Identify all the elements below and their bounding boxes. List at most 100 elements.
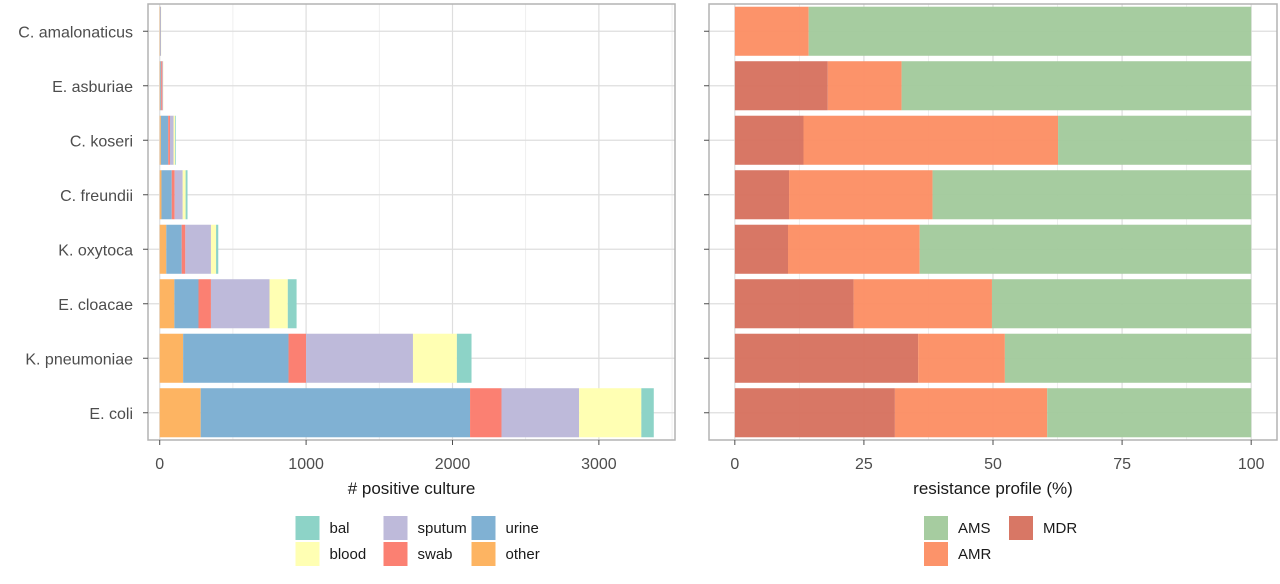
bar-sputum-e-coli [502,388,580,437]
bar-other-k-oxytoca [160,225,167,274]
x-tick-label: 2000 [435,456,471,473]
category-label-e-asburiae: E. asburiae [52,79,133,96]
x-tick-label: 1000 [288,456,324,473]
category-label-k-pneumoniae: K. pneumoniae [25,351,133,368]
bar-sputum-e-cloacae [211,279,270,328]
legend-swatch-urine [472,516,496,540]
bar-blood-e-coli [579,388,641,437]
category-label-c-freundii: C. freundii [60,188,133,205]
bar-blood-k-oxytoca [211,225,216,274]
bar-blood-c-freundii [183,170,186,219]
bar-urine-e-coli [201,388,470,437]
x-tick-label: 100 [1238,456,1265,473]
legend-swatch-swab [384,542,408,566]
bar-bal-e-coli [641,388,653,437]
bar-other-c-freundii [160,170,162,219]
chart-panel-1: C. amalonaticus E. asburiae C. koseri C. fr… [18,4,675,566]
x-tick-label: 0 [155,456,164,473]
x-tick-label: 50 [984,456,1002,473]
bar-blood-c-koseri [174,116,175,165]
bar-bal-k-oxytoca [216,225,218,274]
chart-panel-2: 0 25 50 75 100 resistance profile (%) AMS AMR MD… [704,4,1277,566]
bar-blood-e-cloacae [270,279,288,328]
bar-other-e-coli [160,388,201,437]
x-tick-label: 25 [855,456,873,473]
bar-ams-k-oxytoca [920,225,1252,274]
legend-swatch-amr [924,542,948,566]
category-label-c-koseri: C. koseri [70,133,133,150]
bar-urine-k-oxytoca [166,225,181,274]
category-label-e-coli: E. coli [89,406,133,423]
legend-label-mdr: MDR [1043,520,1077,537]
legend-label-swab: swab [418,546,453,563]
legend-swatch-mdr [1009,516,1033,540]
bar-other-e-cloacae [160,279,175,328]
bar-swab-k-pneumoniae [289,334,307,383]
x-tick-label: 3000 [581,456,617,473]
bar-mdr-e-asburiae [735,61,828,110]
bar-other-k-pneumoniae [160,334,183,383]
x-tick-label: 75 [1113,456,1131,473]
bar-other-e-asburiae [160,61,161,110]
bar-sputum-e-asburiae [162,61,163,110]
bar-amr-c-freundii [789,170,933,219]
bar-swab-e-coli [470,388,501,437]
x-axis-title: resistance profile (%) [913,479,1073,498]
x-axis-title: # positive culture [348,479,476,498]
legend-label-ams: AMS [958,520,991,537]
bar-bal-c-koseri [175,116,176,165]
legend-label-urine: urine [506,520,539,537]
bar-ams-e-asburiae [902,61,1252,110]
bar-ams-c-amalonaticus [809,7,1252,56]
bar-urine-e-asburiae [160,61,161,110]
bar-amr-k-pneumoniae [918,334,1005,383]
bar-amr-e-coli [895,388,1047,437]
legend-2: AMS AMR MDR [924,516,1077,566]
bar-swab-e-cloacae [199,279,211,328]
legend-swatch-other [472,542,496,566]
bar-sputum-k-pneumoniae [306,334,413,383]
bar-blood-k-pneumoniae [413,334,457,383]
bar-urine-e-cloacae [174,279,198,328]
category-label-c-amalonaticus: C. amalonaticus [18,24,133,41]
bar-sputum-c-koseri [170,116,174,165]
bar-urine-k-pneumoniae [183,334,288,383]
legend-label-other: other [506,546,540,563]
bar-mdr-k-pneumoniae [735,334,918,383]
legend-swatch-ams [924,516,948,540]
category-label-k-oxytoca: K. oxytoca [58,242,133,259]
bar-urine-c-koseri [161,116,168,165]
bar-swab-c-koseri [168,116,170,165]
bar-urine-c-freundii [161,170,171,219]
bar-mdr-e-coli [735,388,895,437]
bar-amr-e-cloacae [854,279,992,328]
category-label-e-cloacae: E. cloacae [58,297,133,314]
bar-bal-c-freundii [186,170,188,219]
bar-ams-c-freundii [933,170,1252,219]
bar-swab-c-freundii [172,170,175,219]
bar-swab-k-oxytoca [182,225,186,274]
bar-ams-e-cloacae [992,279,1251,328]
bar-mdr-e-cloacae [735,279,854,328]
bar-amr-e-asburiae [828,61,902,110]
bar-amr-c-koseri [803,116,1058,165]
legend-swatch-bal [296,516,320,540]
x-tick-label: 0 [730,456,739,473]
bar-other-c-koseri [160,116,161,165]
bar-amr-k-oxytoca [788,225,920,274]
bar-ams-c-koseri [1058,116,1251,165]
bar-sputum-c-freundii [175,170,183,219]
legend-label-amr: AMR [958,546,992,563]
bar-sputum-k-oxytoca [185,225,211,274]
legend-label-bal: bal [330,520,350,537]
bar-ams-k-pneumoniae [1005,334,1251,383]
bar-mdr-k-oxytoca [735,225,788,274]
legend-swatch-sputum [384,516,408,540]
bar-bal-k-pneumoniae [457,334,472,383]
bar-amr-c-amalonaticus [735,7,809,56]
bar-bal-e-cloacae [288,279,297,328]
legend-label-blood: blood [330,546,367,563]
